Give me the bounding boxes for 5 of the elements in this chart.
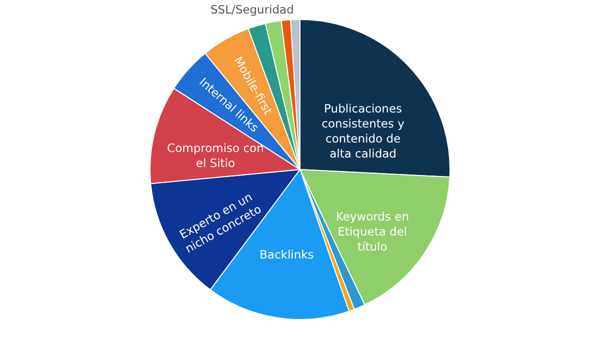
slice-label: SSL/Seguridad [210, 2, 294, 17]
slice-label: Keywords en Etiqueta del título [336, 210, 409, 254]
slice-label: Compromiso con el Sitio [167, 140, 264, 170]
slice-label: Publicaciones consistentes y contenido de alta calidad [322, 102, 405, 161]
slice-label: Backlinks [260, 247, 314, 262]
